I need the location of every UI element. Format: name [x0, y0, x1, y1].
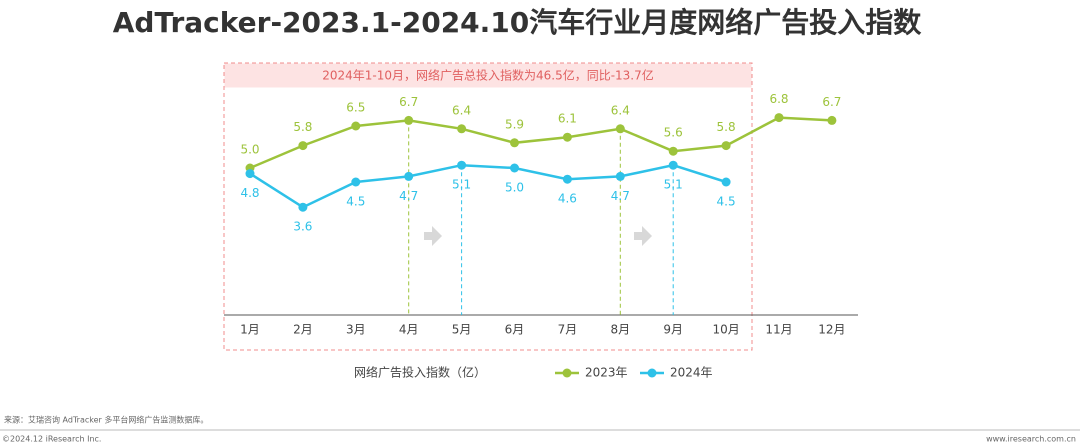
- series-line: [249, 163, 727, 209]
- point: [510, 138, 519, 148]
- data-label: 4.7: [399, 189, 418, 203]
- x-tick-label: 2月: [293, 323, 313, 337]
- point: [615, 171, 625, 181]
- data-label: 5.6: [664, 126, 683, 140]
- x-tick-label: 6月: [505, 323, 525, 337]
- data-label: 4.6: [558, 192, 577, 206]
- highlight-box: [223, 62, 753, 351]
- data-label: 6.1: [558, 112, 577, 126]
- point: [510, 163, 519, 173]
- data-label: 6.7: [399, 95, 418, 109]
- data-label: 5.0: [240, 143, 259, 157]
- data-label: 4.5: [717, 195, 736, 209]
- x-tick-label: 12月: [818, 323, 845, 337]
- legend-marker: [562, 368, 572, 378]
- data-label: 5.0: [505, 181, 524, 195]
- legend-marker: [647, 368, 657, 378]
- data-label: 6.4: [611, 103, 630, 117]
- point: [457, 160, 467, 170]
- data-label: 6.7: [822, 95, 841, 109]
- legend-label: 2024年: [670, 366, 713, 380]
- arrow: [634, 226, 652, 246]
- data-label: 5.1: [452, 178, 471, 192]
- arrow: [424, 226, 442, 246]
- point: [668, 146, 678, 156]
- series-line: [249, 116, 832, 170]
- data-label: 4.8: [240, 186, 259, 200]
- point: [774, 113, 784, 123]
- point: [668, 160, 678, 170]
- data-label: 5.1: [664, 178, 683, 192]
- data-label: 5.8: [293, 120, 312, 134]
- data-label: 3.6: [293, 220, 312, 234]
- x-tick-label: 9月: [663, 323, 683, 337]
- point: [721, 177, 731, 187]
- point: [351, 177, 361, 187]
- data-label: 5.9: [505, 117, 524, 131]
- point: [245, 169, 255, 179]
- legend-label: 2023年: [585, 366, 628, 380]
- point: [298, 202, 308, 212]
- data-label: 4.7: [611, 189, 630, 203]
- point: [404, 171, 414, 181]
- website: www.iresearch.com.cn: [986, 435, 1076, 444]
- x-tick-label: 7月: [558, 323, 578, 337]
- data-label: 6.8: [769, 92, 788, 106]
- axis-label: 网络广告投入指数（亿）: [354, 365, 486, 380]
- x-tick-label: 4月: [399, 323, 419, 337]
- point: [404, 115, 414, 125]
- point: [562, 132, 572, 142]
- point: [351, 121, 361, 131]
- data-label: 6.5: [346, 101, 365, 115]
- chart-title: AdTracker-2023.1-2024.10汽车行业月度网络广告投入指数: [113, 6, 923, 39]
- copyright: ©2024.12 iResearch Inc.: [2, 435, 101, 444]
- annotation: 2024年1-10月，网络广告总投入指数为46.5亿，同比-13.7亿: [322, 68, 654, 83]
- x-tick-label: 5月: [452, 323, 472, 337]
- data-label: 6.4: [452, 103, 471, 117]
- point: [457, 124, 467, 134]
- annotation-band: [224, 63, 752, 88]
- data-label: 5.8: [717, 120, 736, 134]
- point: [721, 141, 731, 151]
- source: 来源：艾瑞咨询 AdTracker 多平台网络广告监测数据库。: [4, 415, 208, 425]
- x-tick-label: 8月: [610, 323, 630, 337]
- x-tick-label: 1月: [240, 323, 260, 337]
- x-tick-label: 3月: [346, 323, 366, 337]
- point: [827, 115, 837, 125]
- point: [298, 141, 308, 151]
- point: [562, 174, 572, 184]
- x-tick-label: 11月: [765, 323, 792, 337]
- point: [615, 124, 625, 134]
- data-label: 4.5: [346, 195, 365, 209]
- x-tick-label: 10月: [712, 323, 739, 337]
